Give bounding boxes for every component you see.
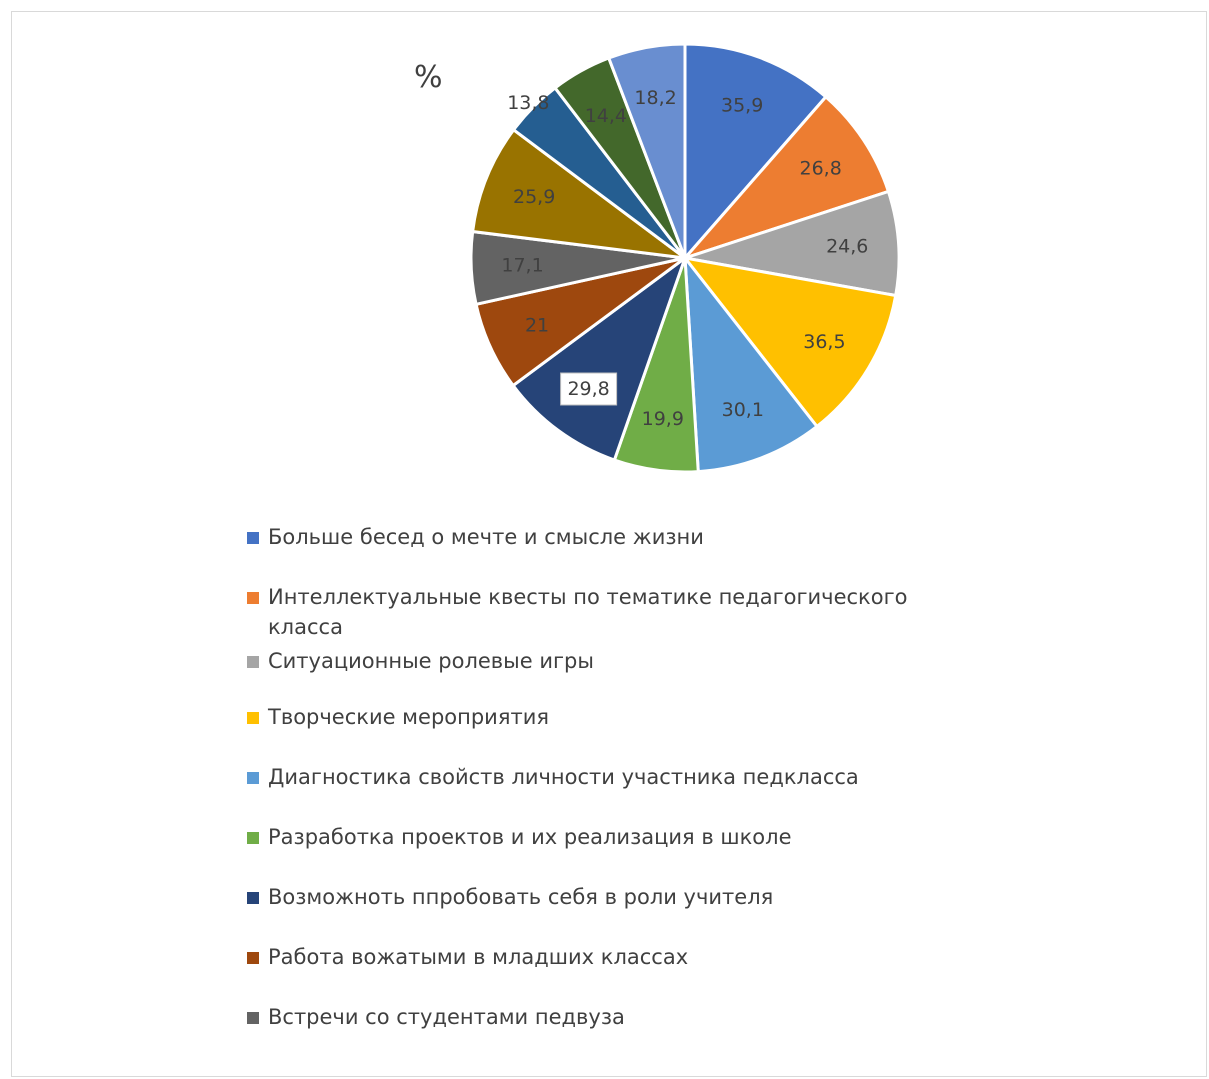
- legend-label: Творческие мероприятия: [268, 705, 549, 729]
- legend-item: Возможноть ппробовать себя в роли учител…: [247, 882, 958, 912]
- legend-swatch: [247, 656, 259, 668]
- pie-slice: [684, 189, 901, 298]
- pie-slice: [683, 253, 820, 474]
- pie-slice: [470, 127, 691, 261]
- data-label: 24,6: [826, 236, 868, 258]
- legend-item: Встречи со студентами педвуза: [247, 1002, 958, 1032]
- legend-swatch: [247, 772, 259, 784]
- legend-label: Разработка проектов и их реализация в шк…: [268, 825, 792, 849]
- legend-label: Интеллектуальные квесты по тематике педа…: [268, 585, 908, 639]
- legend-label: Встречи со студентами педвуза: [268, 1005, 625, 1029]
- data-label: 19,9: [642, 408, 684, 430]
- legend-swatch: [247, 892, 259, 904]
- legend-swatch: [247, 832, 259, 844]
- legend-item: Ситуационные ролевые игры: [247, 646, 958, 676]
- legend-item: Интеллектуальные квесты по тематике педа…: [247, 582, 958, 642]
- legend-label: Работа вожатыми в младших классах: [268, 945, 689, 969]
- data-label: 29,8: [567, 378, 609, 400]
- data-label: 13,8: [507, 92, 549, 114]
- legend-swatch: [247, 592, 259, 604]
- legend-item: Разработка проектов и их реализация в шк…: [247, 822, 958, 852]
- data-label: 17,1: [501, 255, 543, 277]
- legend-swatch: [247, 952, 259, 964]
- legend-label: Ситуационные ролевые игры: [268, 649, 594, 673]
- data-label: 26,8: [800, 157, 842, 179]
- chart-unit-label: %: [414, 60, 443, 95]
- pie-slice: [606, 42, 687, 259]
- legend-swatch: [247, 532, 259, 544]
- pie-slice: [511, 253, 689, 462]
- data-label: 21: [525, 315, 549, 337]
- data-label: 14,4: [585, 105, 627, 127]
- legend-swatch: [247, 712, 259, 724]
- legend-label: Диагностика свойств личности участника п…: [268, 765, 859, 789]
- data-label-background: [560, 372, 618, 406]
- legend-item: Творческие мероприятия: [247, 702, 958, 732]
- data-label: 30,1: [722, 399, 764, 421]
- pie-slice: [681, 255, 898, 429]
- pie-chart: 35,9 26,8 24,6 36,5 30,1 19,9 29,8 21 17,1 25,9 13…: [469, 42, 901, 474]
- legend-label: Возможноть ппробовать себя в роли учител…: [268, 885, 774, 909]
- data-label: 18,2: [634, 87, 676, 109]
- legend-label: Больше бесед о мечте и смысле жизни: [268, 525, 704, 549]
- data-label: 35,9: [721, 95, 763, 117]
- data-label: 25,9: [513, 186, 555, 208]
- data-label: 36,5: [803, 331, 845, 353]
- legend-item: Больше бесед о мечте и смысле жизни: [247, 522, 958, 552]
- legend-swatch: [247, 1012, 259, 1024]
- pie-slice: [683, 42, 828, 262]
- pie-slice: [680, 94, 891, 262]
- legend-item: Диагностика свойств личности участника п…: [247, 762, 958, 792]
- legend-item: Работа вожатыми в младших классах: [247, 942, 958, 972]
